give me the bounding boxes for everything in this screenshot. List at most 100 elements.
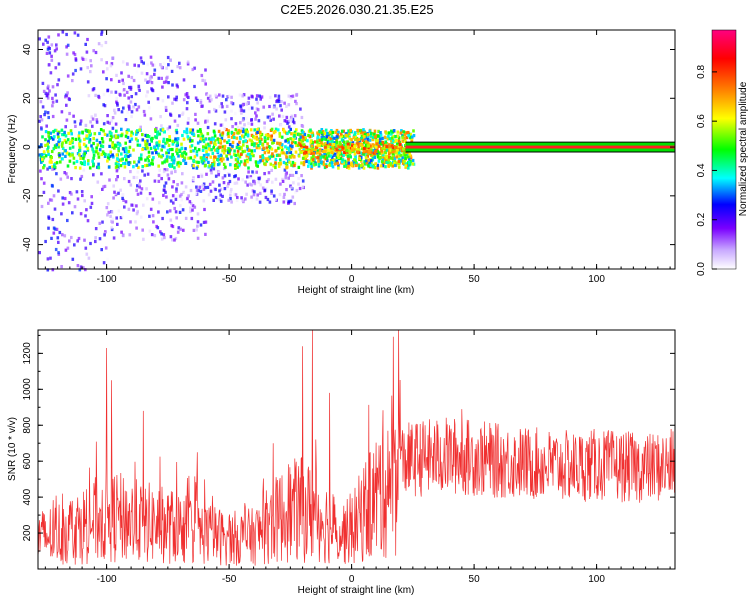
heatmap-cell [329,137,333,142]
heatmap-cell [182,228,185,232]
heatmap-cell [276,141,279,145]
heatmap-cell [401,136,404,140]
heatmap-cell [250,122,254,126]
heatmap-cell [342,153,345,157]
heatmap-cell [126,135,130,140]
heatmap-cell [81,193,84,198]
heatmap-cell [252,154,255,158]
heatmap-cell [175,147,179,151]
heatmap-cell [387,160,390,165]
heatmap-cell [319,155,323,159]
heatmap-cell [130,203,133,207]
heatmap-cell [263,121,266,125]
heatmap-cell [153,72,156,76]
heatmap-cell [74,166,77,170]
heatmap-cell [174,210,178,214]
heatmap-cell [112,196,115,200]
heatmap-cell [370,159,373,163]
heatmap-cell [354,156,357,160]
heatmap-cell [45,124,48,128]
heatmap-cell [335,140,338,144]
heatmap-cell [279,158,282,162]
heatmap-cell [86,148,90,152]
heatmap-cell [155,224,158,229]
heatmap-cell [344,143,347,147]
heatmap-cell [316,131,319,135]
heatmap-cell [301,179,305,183]
heatmap-cell [151,63,155,67]
heatmap-cell [138,143,142,147]
heatmap-cell [371,149,374,153]
heatmap-cell [201,148,205,152]
heatmap-cell [216,158,220,162]
heatmap-cell [352,149,356,153]
heatmap-cell [102,93,106,97]
heatmap-cell [366,135,370,139]
heatmap-cell [230,155,233,159]
heatmap-cell [282,160,286,165]
heatmap-cell [290,169,293,173]
heatmap-cell [135,108,139,112]
heatmap-cell [390,156,393,160]
heatmap-cell [176,183,179,187]
heatmap-cell [228,143,232,147]
heatmap-cell [53,49,57,53]
heatmap-cell [63,130,66,134]
heatmap-x-ticks: -100 -50 0 50 100 [44,30,671,285]
heatmap-cell [166,140,169,144]
heatmap-cell [102,122,106,126]
heatmap-cell [322,150,326,153]
heatmap-cell [165,195,168,199]
heatmap-cell [263,151,267,155]
heatmap-cell [127,154,130,159]
heatmap-cell [173,206,176,211]
heatmap-cell [388,143,392,147]
heatmap-cell [157,173,161,178]
heatmap-cell [409,132,412,137]
x-tick-label: -100 [97,574,117,585]
heatmap-cell [223,110,227,114]
heatmap-cell [170,155,174,159]
heatmap-cell [136,210,139,214]
heatmap-cell [202,145,205,149]
heatmap-cell [71,72,75,76]
heatmap-cell [212,198,215,202]
heatmap-cell [187,156,190,160]
heatmap-cell [148,229,152,233]
heatmap-cell [302,160,306,165]
heatmap-cell [351,141,355,145]
heatmap-cell [344,133,348,137]
heatmap-cell [48,165,51,170]
heatmap-cell [214,174,218,178]
heatmap-cell [360,164,363,168]
heatmap-cell [55,172,58,176]
heatmap-cell [117,191,120,195]
heatmap-cell [257,119,261,123]
heatmap-cell [388,155,391,159]
heatmap-cell [124,141,127,145]
heatmap-cell [264,157,268,161]
heatmap-cell [374,150,378,153]
heatmap-cell [206,119,209,123]
heatmap-cell [255,170,258,174]
heatmap-cell [284,162,288,166]
heatmap-cell [70,177,73,181]
heatmap-cell [221,149,224,153]
heatmap-cell [133,160,136,164]
snr-y-axis-label: SNR (10 * v/v) [7,417,18,481]
heatmap-cell [232,133,235,137]
colorbar-tick-label: 0.2 [696,212,707,226]
heatmap-cell [359,151,362,155]
heatmap-cell [57,252,61,256]
heatmap-cell [362,147,366,150]
heatmap-cell [47,134,50,138]
heatmap-cell [106,257,109,261]
heatmap-cell [78,144,81,148]
heatmap-cell [394,135,397,139]
heatmap-cell [57,240,60,244]
heatmap-cell [176,137,180,141]
heatmap-cell [411,162,415,166]
heatmap-cell [165,138,169,142]
heatmap-cell [264,133,268,137]
